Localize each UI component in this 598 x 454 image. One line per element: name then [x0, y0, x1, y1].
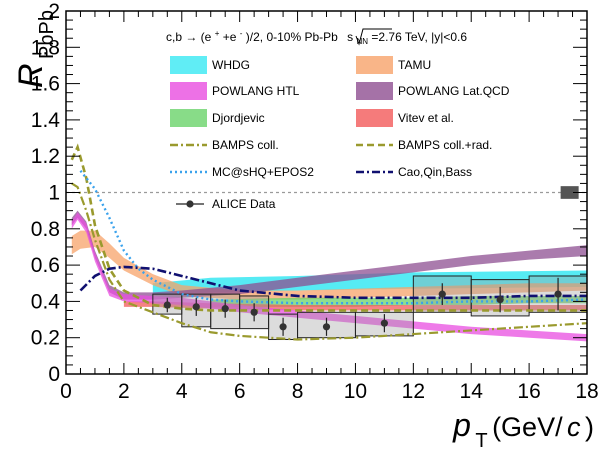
legend-label: MC@sHQ+EPOS2: [212, 165, 314, 179]
header-part4: =2.76 TeV, |y|<0.6: [371, 30, 467, 44]
normalization-box: [560, 186, 579, 199]
legend-swatch: [170, 82, 207, 100]
alice-data-point: [438, 290, 446, 298]
x-tick-label: 6: [234, 380, 246, 403]
legend-entry-bamps-coll-rad: BAMPS coll.+rad.: [356, 138, 492, 152]
alice-data-point: [221, 305, 229, 313]
x-axis-title-unit-close: ): [585, 412, 594, 442]
legend-label: Djordjevic: [212, 111, 265, 125]
legend-entry-vitev-et-al: Vitev et al.: [356, 109, 454, 127]
legend-entry-mc-shq-epos2: MC@sHQ+EPOS2: [170, 165, 314, 179]
x-tick-label: 10: [344, 380, 367, 403]
legend-entry-whdg: WHDG: [170, 56, 250, 74]
alice-data-point: [192, 303, 200, 311]
band-powlang-lat-qcd: [71, 210, 588, 300]
band-powlang-htl: [71, 212, 588, 342]
alice-data-point: [380, 319, 388, 327]
legend-entry-cao-qin-bass: Cao,Qin,Bass: [356, 165, 472, 179]
legend-label: POWLANG HTL: [212, 84, 300, 98]
y-tick-label: 0.4: [31, 290, 61, 313]
alice-data-point: [496, 295, 504, 304]
header-snn-sub: NN: [357, 37, 369, 46]
y-axis-title-main: R: [12, 63, 50, 88]
x-axis-title-main: p: [452, 407, 471, 443]
header-part1: c,b → (e: [166, 30, 212, 44]
x-axis-title: p T (GeV/ c ): [452, 407, 594, 452]
legend-swatch: [356, 56, 393, 74]
y-axis-title-sub: PbPb: [36, 10, 58, 59]
legend-swatch: [170, 56, 207, 74]
line-mc-shq-epos2: [79, 169, 588, 305]
legend-label: BAMPS coll.: [212, 138, 279, 152]
legend: WHDG TAMU POWLANG HTL POWLANG Lat.QCD Djordj…: [170, 56, 510, 211]
y-tick-label: 1.2: [31, 145, 60, 168]
y-tick-label: 1.8: [31, 36, 60, 59]
x-tick-label: 0: [60, 380, 72, 403]
legend-entry-powlang-htl: POWLANG HTL: [170, 82, 300, 100]
legend-entry-powlang-lat-qcd: POWLANG Lat.QCD: [356, 82, 510, 100]
y-tick-label: 0.2: [31, 327, 60, 350]
x-tick-label: 8: [292, 380, 304, 403]
y-tick-label: 1.6: [31, 73, 60, 96]
y-tick-label: 0.8: [31, 218, 60, 241]
sqrt-symbol: [355, 28, 392, 46]
legend-swatch: [356, 109, 393, 127]
legend-label: BAMPS coll.+rad.: [398, 138, 492, 152]
x-axis-title-unit-c: c: [567, 412, 581, 442]
x-tick-label: 2: [118, 380, 130, 403]
legend-swatch: [170, 109, 207, 127]
x-tick-label: 4: [176, 380, 188, 403]
x-axis-title-unit: (GeV/: [492, 412, 563, 442]
alice-data-point: [322, 323, 331, 331]
x-axis-title-sub: T: [475, 430, 487, 452]
x-tick-label: 16: [517, 380, 540, 403]
x-tick-label: 14: [460, 380, 484, 403]
x-axis: 0 2 4 6 8 10 12 14 16 18: [60, 11, 598, 403]
legend-label: TAMU: [398, 58, 431, 72]
y-tick-label: 2: [48, 0, 60, 23]
legend-entry-djordjevic: Djordjevic: [170, 109, 265, 127]
alice-data-point: [279, 323, 287, 331]
y-tick-label: 1.4: [31, 109, 61, 132]
legend-swatch: [356, 82, 393, 100]
legend-label: Vitev et al.: [398, 111, 454, 125]
alice-data-point: [250, 308, 258, 316]
x-tick-label: 12: [402, 380, 425, 403]
legend-marker: [186, 200, 194, 208]
line-bamps-coll: [71, 182, 588, 341]
alice-data-point: [163, 301, 171, 309]
legend-entry-bamps-coll: BAMPS coll.: [170, 138, 279, 152]
y-tick-label: 1: [48, 182, 60, 205]
y-tick-label: 0.6: [31, 254, 60, 277]
x-tick-label: 18: [575, 380, 598, 403]
line-cao-qin-bass: [79, 265, 587, 300]
header-part2: +e: [223, 30, 237, 44]
y-axis-title: R PbPb: [12, 10, 58, 88]
band-djordjevic: [210, 295, 587, 307]
legend-label: ALICE Data: [212, 197, 276, 211]
header-sup1: +: [215, 29, 220, 38]
header-part3: )/2, 0-10% Pb-Pb: [246, 30, 341, 44]
header-snn: s: [347, 30, 353, 44]
legend-label: POWLANG Lat.QCD: [398, 84, 510, 98]
header-sup2: -: [240, 29, 243, 38]
y-axis: 0 0.2 0.4 0.6 0.8 1 1.2 1.4 1.6 1.8 2: [31, 0, 587, 386]
legend-entry-alice-data: ALICE Data: [176, 197, 276, 211]
legend-label: WHDG: [212, 58, 250, 72]
chart-header: c,b → (e + +e - )/2, 0-10% Pb-Pb s NN =2…: [166, 25, 467, 47]
legend-label: Cao,Qin,Bass: [398, 165, 472, 179]
legend-entry-tamu: TAMU: [356, 56, 431, 74]
alice-data-point: [554, 290, 562, 298]
y-tick-label: 0: [48, 363, 60, 386]
plot-area: [66, 143, 588, 342]
